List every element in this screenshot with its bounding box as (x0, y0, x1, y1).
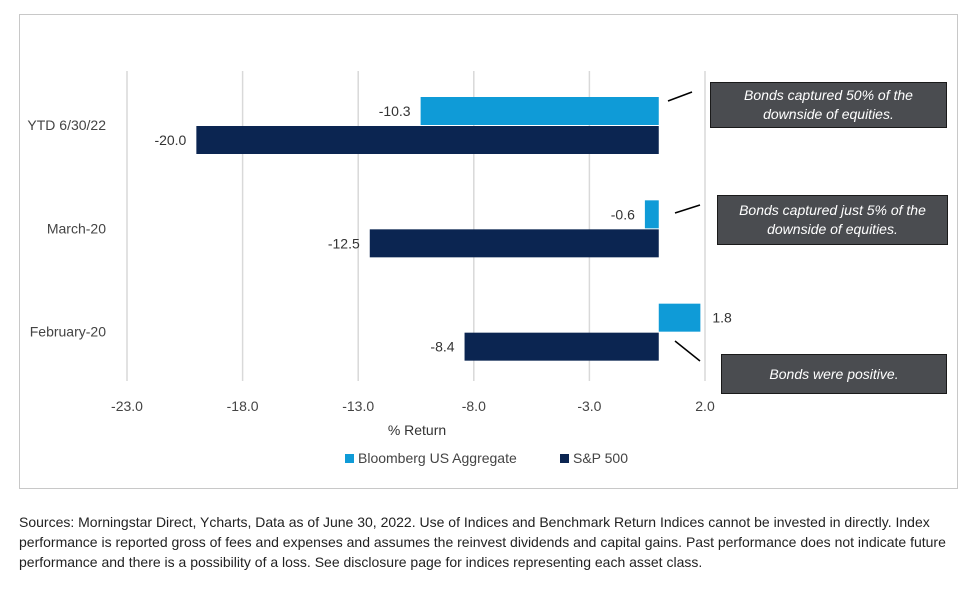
x-tick-label: -3.0 (577, 398, 601, 414)
category-label: YTD 6/30/22 (27, 117, 106, 133)
legend-label[interactable]: S&P 500 (573, 450, 628, 466)
x-tick-label: -18.0 (227, 398, 259, 414)
x-tick-label: -8.0 (462, 398, 486, 414)
legend-swatch[interactable] (560, 454, 569, 463)
data-label: -8.4 (430, 339, 454, 355)
callout-leader-line (667, 91, 693, 102)
category-label: March-20 (47, 220, 106, 236)
legend-swatch[interactable] (345, 454, 354, 463)
footnote: Sources: Morningstar Direct, Ycharts, Da… (19, 514, 946, 570)
bar[interactable] (464, 332, 659, 361)
x-axis-title: % Return (388, 422, 446, 438)
callout-leader-line (674, 204, 701, 214)
x-tick-label: 2.0 (695, 398, 715, 414)
callout-leader-line (674, 340, 701, 362)
x-tick-label: -23.0 (111, 398, 143, 414)
category-label: February-20 (30, 324, 106, 340)
bar[interactable] (420, 97, 659, 125)
bar[interactable] (196, 126, 659, 154)
legend-label[interactable]: Bloomberg US Aggregate (358, 450, 517, 466)
bar[interactable] (644, 200, 659, 229)
data-label: 1.8 (712, 310, 732, 326)
callout-march: Bonds captured just 5% of the downside o… (717, 195, 948, 245)
bar[interactable] (369, 229, 659, 258)
data-label: -0.6 (611, 206, 635, 222)
callout-february: Bonds were positive. (721, 354, 947, 394)
data-label: -20.0 (154, 132, 186, 148)
bar-chart: -23.0 -18.0 -13.0 -8.0 -3.0 2.0 YTD 6/30/22 -1… (27, 71, 732, 466)
x-tick-label: -13.0 (342, 398, 374, 414)
data-label: -12.5 (328, 235, 360, 251)
bar[interactable] (658, 303, 701, 332)
data-label: -10.3 (379, 103, 411, 119)
callout-ytd: Bonds captured 50% of the downside of eq… (710, 82, 947, 128)
chart-frame: -23.0 -18.0 -13.0 -8.0 -3.0 2.0 YTD 6/30/22 -1… (19, 14, 958, 489)
